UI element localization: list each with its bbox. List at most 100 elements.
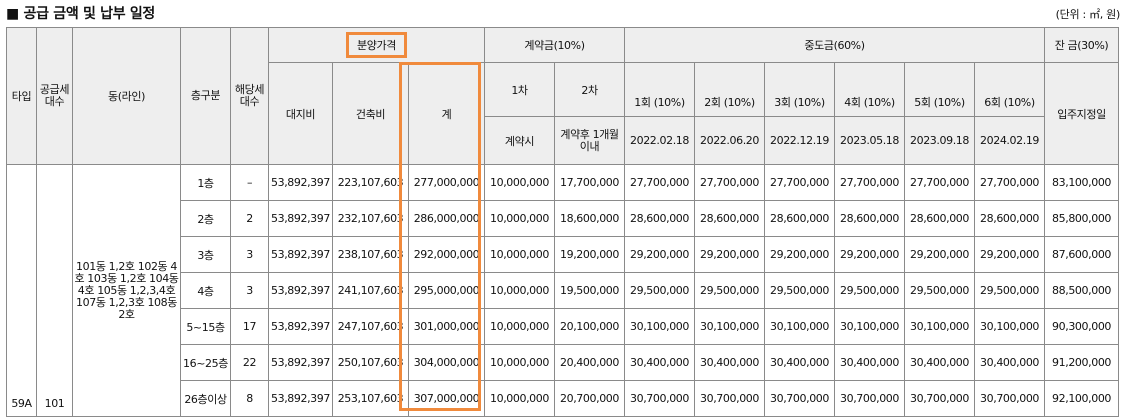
middle-payment-cell: 28,600,000 bbox=[764, 200, 836, 237]
deposit-2-cell: 20,100,000 bbox=[553, 308, 626, 345]
middle-payment-cell: 27,700,000 bbox=[834, 164, 906, 201]
table-row: 2층 2 53,892,397 232,107,603 286,000,000 10,00… bbox=[7, 200, 1120, 237]
header-middle-round: 1회 (10%) bbox=[624, 62, 696, 117]
total-price-cell: 307,000,000 bbox=[408, 380, 485, 417]
header-middle-date: 2022.12.19 bbox=[764, 116, 836, 165]
middle-payment-cell: 28,600,000 bbox=[904, 200, 976, 237]
header-deposit: 계약금(10%) bbox=[483, 27, 626, 63]
header-deposit-1: 1차 bbox=[484, 62, 555, 117]
header-balance-when: 입주지정일 bbox=[1044, 62, 1120, 165]
floor-cell: 3층 bbox=[180, 236, 231, 273]
header-deposit-2: 2차 bbox=[553, 62, 626, 117]
header-middle-round: 4회 (10%) bbox=[834, 62, 906, 117]
payment-schedule-table: 타입 공급세대수 동(라인) 층구분 해당세대수 분양가격 계약금(10%) 중… bbox=[6, 27, 1120, 417]
table-row: 59A 101 101동 1,2호 102동 4호 103동 1,2호 104동 4… bbox=[6, 164, 1120, 417]
middle-payment-cell: 30,400,000 bbox=[904, 344, 976, 381]
middle-payment-cell: 27,700,000 bbox=[764, 164, 836, 201]
floor-cell: 26층이상 bbox=[180, 380, 231, 417]
deposit-1-cell: 10,000,000 bbox=[484, 344, 555, 381]
header-land: 대지비 bbox=[268, 62, 333, 165]
middle-payment-cell: 30,400,000 bbox=[624, 344, 696, 381]
middle-payment-cell: 30,400,000 bbox=[764, 344, 836, 381]
middle-payment-cell: 30,700,000 bbox=[974, 380, 1046, 417]
deposit-2-cell: 19,200,000 bbox=[553, 236, 626, 273]
land-price-cell: 53,892,397 bbox=[268, 380, 333, 417]
deposit-1-cell: 10,000,000 bbox=[484, 164, 555, 201]
total-price-cell: 286,000,000 bbox=[408, 200, 485, 237]
middle-payment-cell: 29,200,000 bbox=[764, 236, 836, 273]
middle-payment-cell: 30,100,000 bbox=[764, 308, 836, 345]
middle-payment-cell: 29,500,000 bbox=[694, 272, 766, 309]
middle-payment-cell: 27,700,000 bbox=[694, 164, 766, 201]
building-price-cell: 253,107,603 bbox=[332, 380, 409, 417]
table-body: 59A 101 101동 1,2호 102동 4호 103동 1,2호 104동 4… bbox=[6, 164, 1120, 417]
middle-payment-cell: 30,100,000 bbox=[624, 308, 696, 345]
middle-payment-cell: 30,700,000 bbox=[764, 380, 836, 417]
middle-payment-cell: 30,700,000 bbox=[834, 380, 906, 417]
middle-payment-cell: 29,200,000 bbox=[974, 236, 1046, 273]
header-middle-round: 2회 (10%) bbox=[694, 62, 766, 117]
building-price-cell: 232,107,603 bbox=[332, 200, 409, 237]
dong-line-cell: 101동 1,2호 102동 4호 103동 1,2호 104동 4호 105동… bbox=[72, 164, 181, 417]
deposit-1-cell: 10,000,000 bbox=[484, 308, 555, 345]
middle-payment-cell: 30,400,000 bbox=[694, 344, 766, 381]
header-deposit-1-when: 계약시 bbox=[484, 116, 555, 165]
floor-cell: 2층 bbox=[180, 200, 231, 237]
header-deposit-2-when: 계약후 1개월 이내 bbox=[553, 116, 626, 165]
header-units: 해당세대수 bbox=[230, 27, 269, 165]
header-middle-date: 2023.09.18 bbox=[904, 116, 976, 165]
table-row: 16~25층 22 53,892,397 250,107,603 304,000,000… bbox=[7, 344, 1120, 381]
middle-payment-cell: 28,600,000 bbox=[834, 200, 906, 237]
header-building: 건축비 bbox=[332, 62, 409, 165]
header-total: 계 bbox=[408, 62, 485, 165]
supply-units-cell: 101 bbox=[36, 164, 73, 417]
header-middle-date: 2022.06.20 bbox=[694, 116, 766, 165]
units-cell: – bbox=[230, 164, 269, 201]
units-cell: 8 bbox=[230, 380, 269, 417]
floor-cell: 1층 bbox=[180, 164, 231, 201]
deposit-1-cell: 10,000,000 bbox=[484, 272, 555, 309]
floor-cell: 4층 bbox=[180, 272, 231, 309]
land-price-cell: 53,892,397 bbox=[268, 200, 333, 237]
land-price-cell: 53,892,397 bbox=[268, 164, 333, 201]
page-title: ■ 공급 금액 및 납부 일정 bbox=[6, 6, 156, 22]
balance-cell: 90,300,000 bbox=[1044, 308, 1120, 345]
middle-payment-cell: 30,700,000 bbox=[694, 380, 766, 417]
middle-payment-cell: 27,700,000 bbox=[904, 164, 976, 201]
balance-cell: 88,500,000 bbox=[1044, 272, 1120, 309]
middle-payment-cell: 30,700,000 bbox=[904, 380, 976, 417]
middle-payment-cell: 28,600,000 bbox=[624, 200, 696, 237]
table-row: 5~15층 17 53,892,397 247,107,603 301,000,000 1… bbox=[7, 308, 1120, 345]
header-dong-line: 동(라인) bbox=[72, 27, 181, 165]
middle-payment-cell: 29,200,000 bbox=[624, 236, 696, 273]
middle-payment-cell: 29,200,000 bbox=[834, 236, 906, 273]
middle-payment-cell: 28,600,000 bbox=[974, 200, 1046, 237]
header-sale-price-cell: 분양가격 bbox=[268, 27, 485, 63]
header-sale-price: 분양가격 bbox=[346, 32, 407, 58]
balance-cell: 92,100,000 bbox=[1044, 380, 1120, 417]
land-price-cell: 53,892,397 bbox=[268, 344, 333, 381]
building-price-cell: 247,107,603 bbox=[332, 308, 409, 345]
table-row: 4층 3 53,892,397 241,107,603 295,000,000 10,00… bbox=[7, 272, 1120, 309]
balance-cell: 85,800,000 bbox=[1044, 200, 1120, 237]
middle-payment-cell: 29,500,000 bbox=[904, 272, 976, 309]
middle-payment-cell: 27,700,000 bbox=[974, 164, 1046, 201]
middle-payment-cell: 30,400,000 bbox=[974, 344, 1046, 381]
header-middle-round: 5회 (10%) bbox=[904, 62, 976, 117]
deposit-1-cell: 10,000,000 bbox=[484, 200, 555, 237]
header-balance: 잔 금(30%) bbox=[1044, 27, 1120, 63]
building-price-cell: 241,107,603 bbox=[332, 272, 409, 309]
land-price-cell: 53,892,397 bbox=[268, 272, 333, 309]
units-cell: 17 bbox=[230, 308, 269, 345]
balance-cell: 91,200,000 bbox=[1044, 344, 1120, 381]
floor-cell: 16~25층 bbox=[180, 344, 231, 381]
header-type: 타입 bbox=[6, 27, 37, 165]
header-middle-round: 3회 (10%) bbox=[764, 62, 836, 117]
deposit-1-cell: 10,000,000 bbox=[484, 380, 555, 417]
units-cell: 2 bbox=[230, 200, 269, 237]
header-middle: 중도금(60%) bbox=[624, 27, 1046, 63]
middle-payment-cell: 30,400,000 bbox=[834, 344, 906, 381]
middle-payment-cell: 29,500,000 bbox=[834, 272, 906, 309]
header-supply-units: 공급세대수 bbox=[36, 27, 73, 165]
type-cell: 59A bbox=[6, 164, 37, 417]
